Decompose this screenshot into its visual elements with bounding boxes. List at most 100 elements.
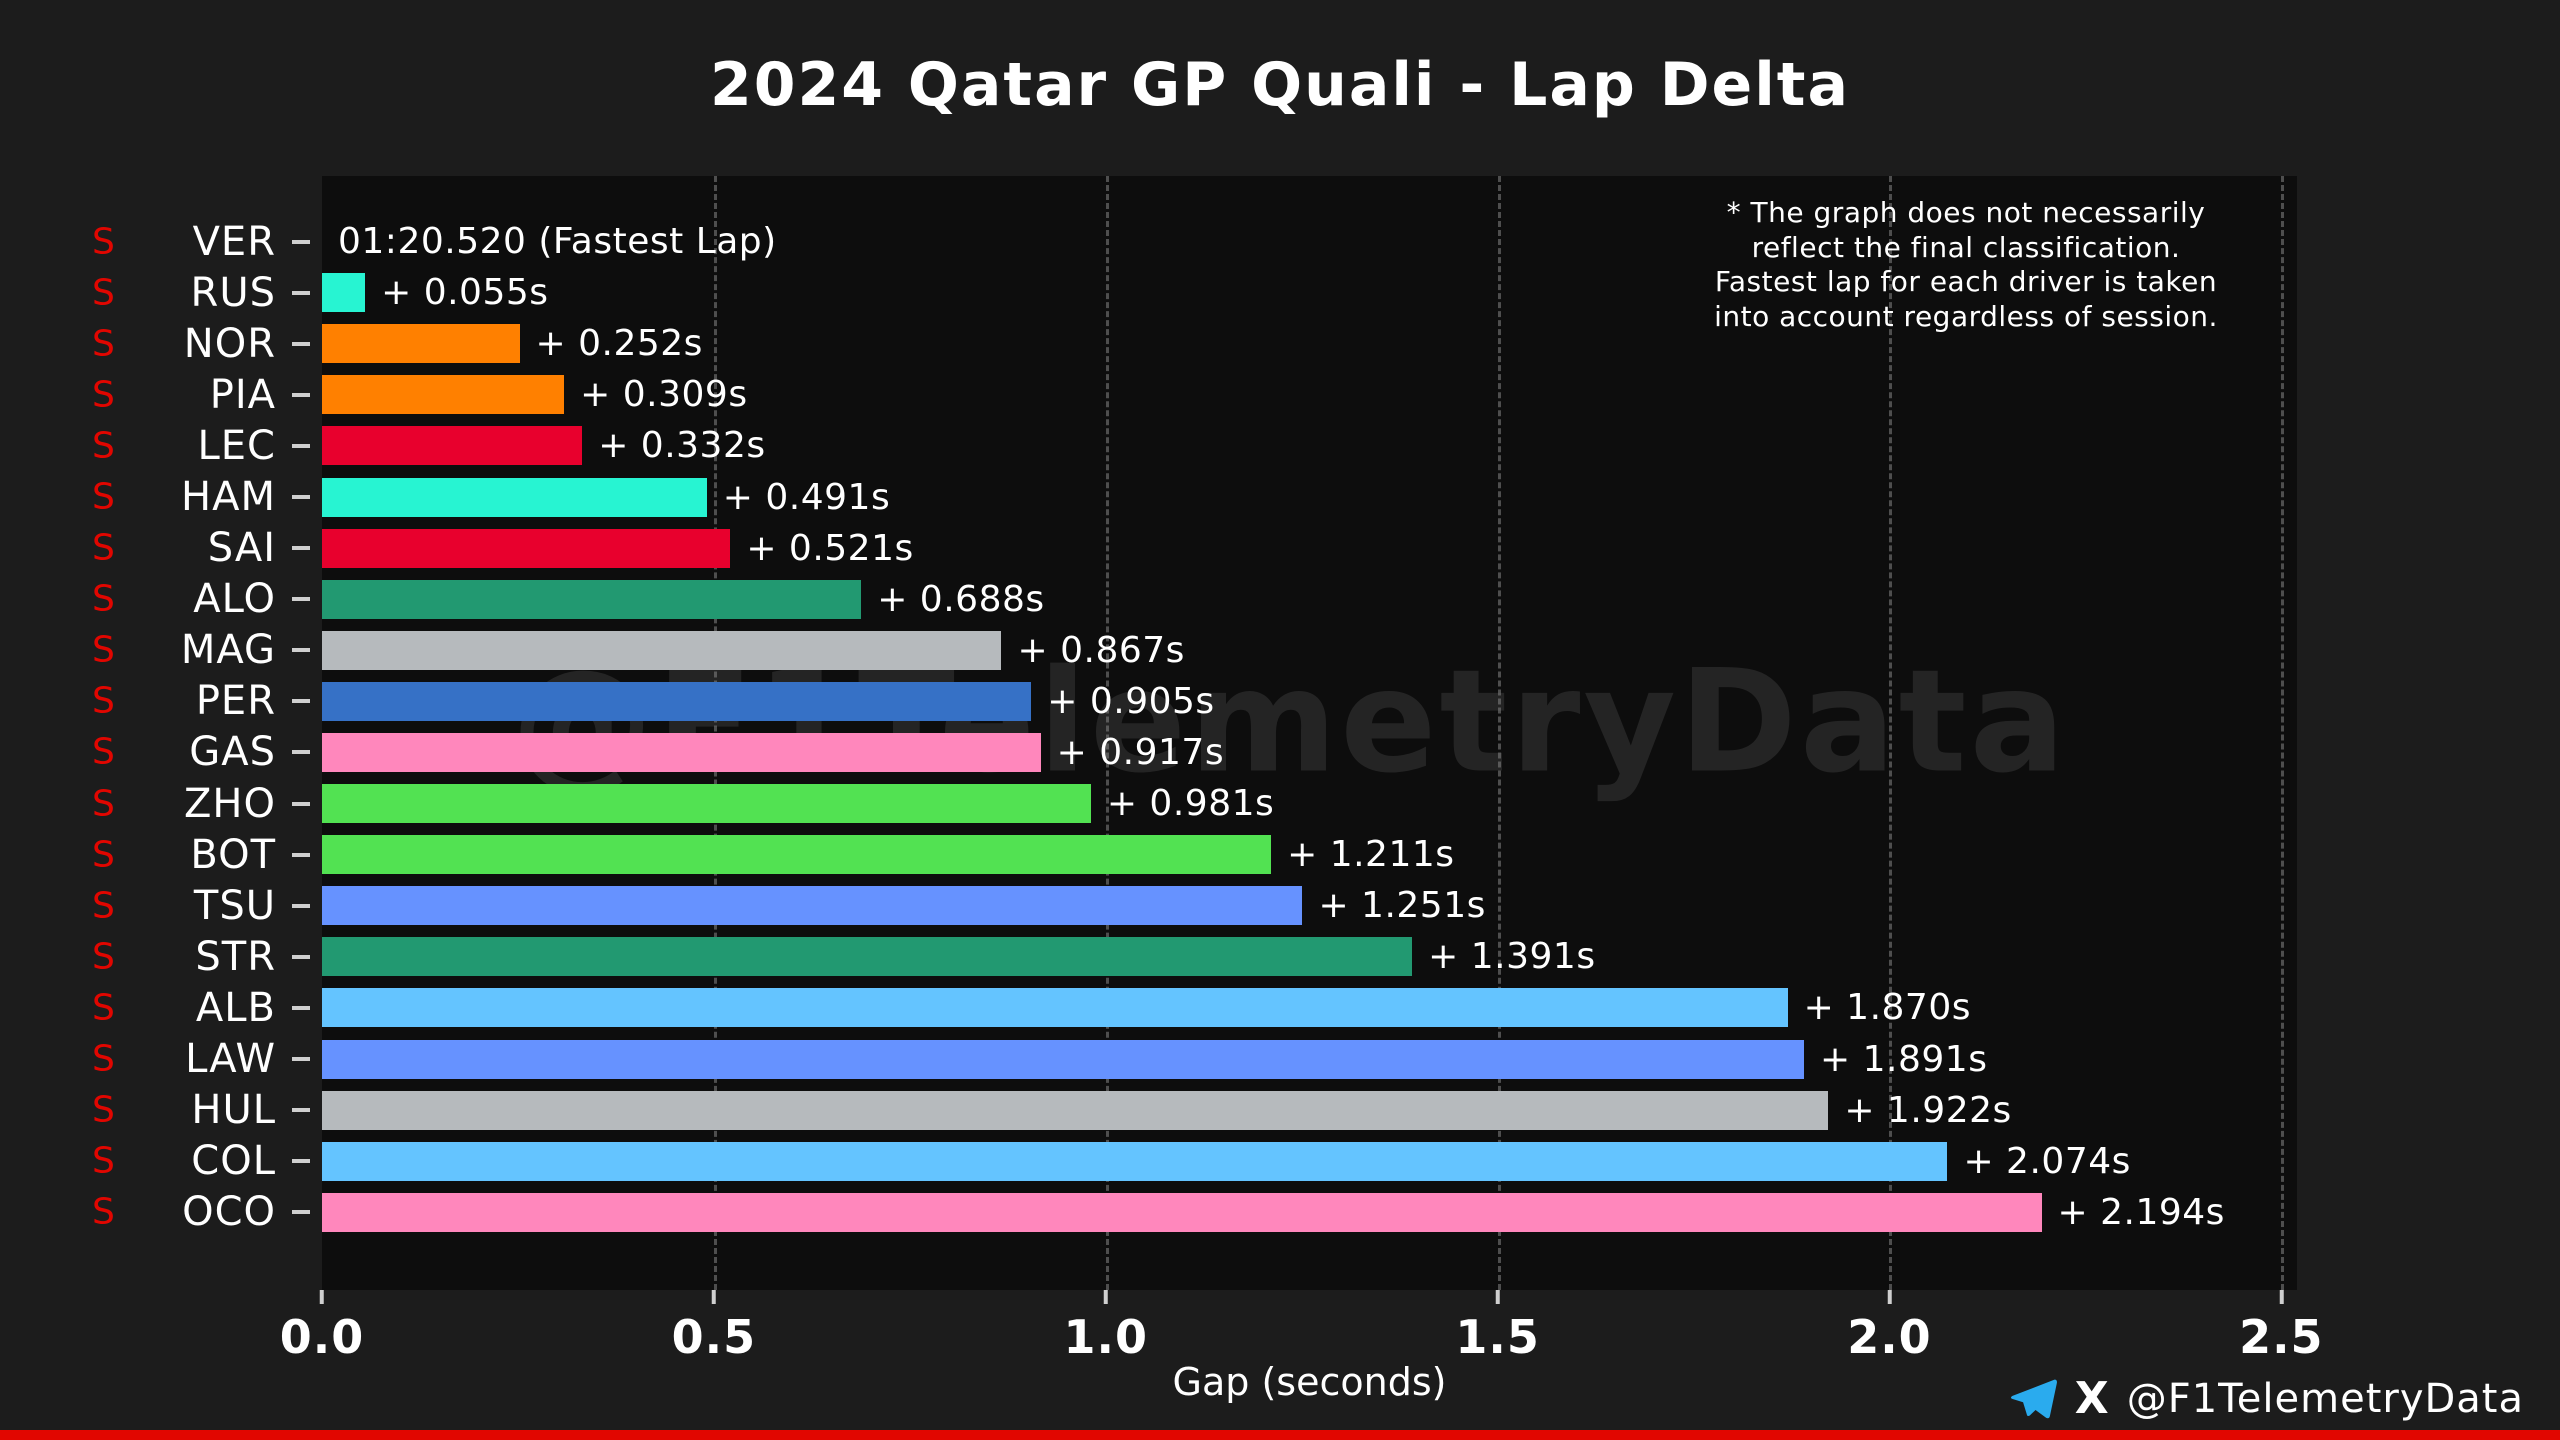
bar-line: + 0.055s [322, 267, 2297, 318]
y-tick-mark [292, 801, 310, 806]
bar-line: + 0.905s [322, 676, 2297, 727]
delta-label: + 0.905s [1047, 680, 1215, 722]
driver-row: S VER 01:20.520 (Fastest Lap) [92, 216, 2297, 267]
gridline [1497, 176, 1501, 1290]
x-tick: 1.0 [1063, 1290, 1148, 1364]
y-axis-label: S HAM [0, 471, 322, 522]
y-tick-mark [292, 1005, 310, 1010]
tyre-compound-label: S [92, 1191, 115, 1233]
y-tick-mark [292, 597, 310, 602]
y-axis-label: S ZHO [0, 778, 322, 829]
driver-code: GAS [189, 729, 276, 776]
tyre-compound-label: S [92, 834, 115, 876]
tyre-compound-label: S [92, 783, 115, 825]
bar-line: + 0.309s [322, 369, 2297, 420]
annotation-line: Fastest lap for each driver is taken [1714, 265, 2218, 299]
annotation-line: into account regardless of session. [1714, 300, 2218, 334]
bar-line: + 1.922s [322, 1085, 2297, 1136]
x-tick: 1.5 [1455, 1290, 1540, 1364]
driver-code: RUS [190, 269, 276, 316]
x-tick-label: 1.5 [1455, 1310, 1540, 1364]
bar-line: 01:20.520 (Fastest Lap) [322, 216, 2297, 267]
driver-code: OCO [182, 1189, 276, 1236]
driver-bar [322, 426, 583, 466]
driver-row: S ALO + 0.688s [92, 574, 2297, 625]
tyre-compound-label: S [92, 885, 115, 927]
y-tick-mark [292, 1159, 310, 1164]
y-axis-label: S GAS [0, 727, 322, 778]
driver-code: ALO [193, 576, 276, 623]
tyre-compound-label: S [92, 936, 115, 978]
y-axis-label: S ALO [0, 574, 322, 625]
y-tick-mark [292, 1057, 310, 1062]
bar-line: + 0.521s [322, 523, 2297, 574]
y-tick-mark [292, 341, 310, 346]
driver-code: HAM [181, 474, 276, 521]
bottom-accent-bar [0, 1430, 2560, 1440]
x-tick-label: 2.5 [2239, 1310, 2324, 1364]
driver-row: S SAI + 0.521s [92, 523, 2297, 574]
chart-title: 2024 Qatar GP Quali - Lap Delta [710, 50, 1850, 120]
footer-credit: X @F1TelemetryData [2010, 1373, 2524, 1424]
bar-line: + 0.917s [322, 727, 2297, 778]
annotation-note: * The graph does not necessarily reflect … [1646, 196, 2286, 335]
x-tick: 2.0 [1847, 1290, 1932, 1364]
bar-line: + 1.891s [322, 1034, 2297, 1085]
driver-code: MAG [180, 627, 276, 674]
driver-row: S COL + 2.074s [92, 1136, 2297, 1187]
driver-row: S HAM + 0.491s [92, 471, 2297, 522]
driver-bar [322, 988, 1788, 1028]
bar-line: + 1.870s [322, 982, 2297, 1033]
driver-bar [322, 1090, 1829, 1130]
x-axis-label: Gap (seconds) [1172, 1360, 1447, 1404]
x-tick-mark [711, 1290, 716, 1304]
y-axis-label: S PIA [0, 369, 322, 420]
tyre-compound-label: S [92, 987, 115, 1029]
x-tick: 0.5 [672, 1290, 757, 1364]
x-logo-icon: X [2074, 1373, 2109, 1424]
bar-line: + 0.981s [322, 778, 2297, 829]
y-axis-label: S MAG [0, 625, 322, 676]
y-axis-label: S RUS [0, 267, 322, 318]
y-axis-label: S BOT [0, 829, 322, 880]
driver-code: LEC [197, 422, 276, 469]
driver-row: S LAW + 1.891s [92, 1034, 2297, 1085]
x-tick: 2.5 [2239, 1290, 2324, 1364]
driver-row: S STR + 1.391s [92, 931, 2297, 982]
x-tick: 0.0 [280, 1290, 365, 1364]
tyre-compound-label: S [92, 272, 115, 314]
annotation-line: * The graph does not necessarily [1726, 196, 2206, 229]
delta-label: + 2.074s [1963, 1140, 2131, 1182]
y-axis-label: S PER [0, 676, 322, 727]
driver-code: VER [192, 218, 276, 265]
driver-bar [322, 886, 1303, 926]
bar-line: + 0.867s [322, 625, 2297, 676]
tyre-compound-label: S [92, 323, 115, 365]
bar-line: + 0.252s [322, 318, 2297, 369]
y-axis-label: S HUL [0, 1085, 322, 1136]
driver-code: SAI [207, 525, 276, 572]
driver-bar [322, 579, 862, 619]
y-axis-label: S COL [0, 1136, 322, 1187]
bar-line: + 2.194s [322, 1187, 2297, 1238]
delta-label: + 0.055s [381, 272, 549, 314]
delta-label: + 1.870s [1803, 987, 1971, 1029]
tyre-compound-label: S [92, 1140, 115, 1182]
driver-code: HUL [191, 1087, 276, 1134]
y-tick-mark [292, 1210, 310, 1215]
driver-bar [322, 528, 731, 568]
delta-label: + 0.917s [1056, 731, 1225, 773]
gridline [1105, 176, 1109, 1290]
driver-bar [322, 273, 366, 313]
driver-row: S GAS + 0.917s [92, 727, 2297, 778]
x-tick-label: 0.5 [671, 1310, 757, 1364]
delta-label: + 1.391s [1428, 936, 1596, 978]
tyre-compound-label: S [92, 578, 115, 620]
tyre-compound-label: S [92, 221, 115, 263]
delta-label: + 1.211s [1287, 834, 1455, 876]
driver-row: S RUS + 0.055s [92, 267, 2297, 318]
x-tick-label: 2.0 [1847, 1310, 1932, 1364]
y-tick-mark [292, 546, 310, 551]
delta-label: 01:20.520 (Fastest Lap) [338, 221, 777, 263]
y-tick-mark [292, 239, 310, 244]
